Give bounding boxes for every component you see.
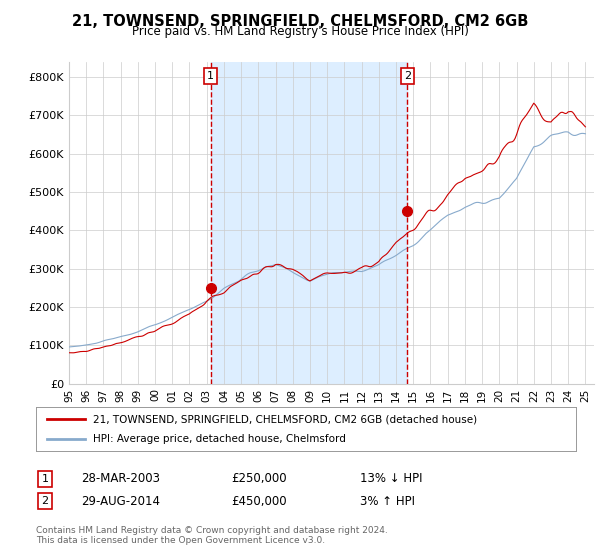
- Text: This data is licensed under the Open Government Licence v3.0.: This data is licensed under the Open Gov…: [36, 536, 325, 545]
- Text: 29-AUG-2014: 29-AUG-2014: [81, 494, 160, 508]
- Text: 21, TOWNSEND, SPRINGFIELD, CHELMSFORD, CM2 6GB (detached house): 21, TOWNSEND, SPRINGFIELD, CHELMSFORD, C…: [92, 414, 477, 424]
- Text: 13% ↓ HPI: 13% ↓ HPI: [360, 472, 422, 486]
- Text: 28-MAR-2003: 28-MAR-2003: [81, 472, 160, 486]
- Text: 3% ↑ HPI: 3% ↑ HPI: [360, 494, 415, 508]
- Text: 21, TOWNSEND, SPRINGFIELD, CHELMSFORD, CM2 6GB: 21, TOWNSEND, SPRINGFIELD, CHELMSFORD, C…: [72, 14, 528, 29]
- Text: Contains HM Land Registry data © Crown copyright and database right 2024.: Contains HM Land Registry data © Crown c…: [36, 526, 388, 535]
- Bar: [211, 62, 407, 384]
- Text: £250,000: £250,000: [231, 472, 287, 486]
- Text: 2: 2: [41, 496, 49, 506]
- Text: Price paid vs. HM Land Registry's House Price Index (HPI): Price paid vs. HM Land Registry's House …: [131, 25, 469, 38]
- Text: £450,000: £450,000: [231, 494, 287, 508]
- Text: 1: 1: [41, 474, 49, 484]
- Text: 1: 1: [207, 71, 214, 81]
- Text: 2: 2: [404, 71, 411, 81]
- Text: HPI: Average price, detached house, Chelmsford: HPI: Average price, detached house, Chel…: [92, 433, 346, 444]
